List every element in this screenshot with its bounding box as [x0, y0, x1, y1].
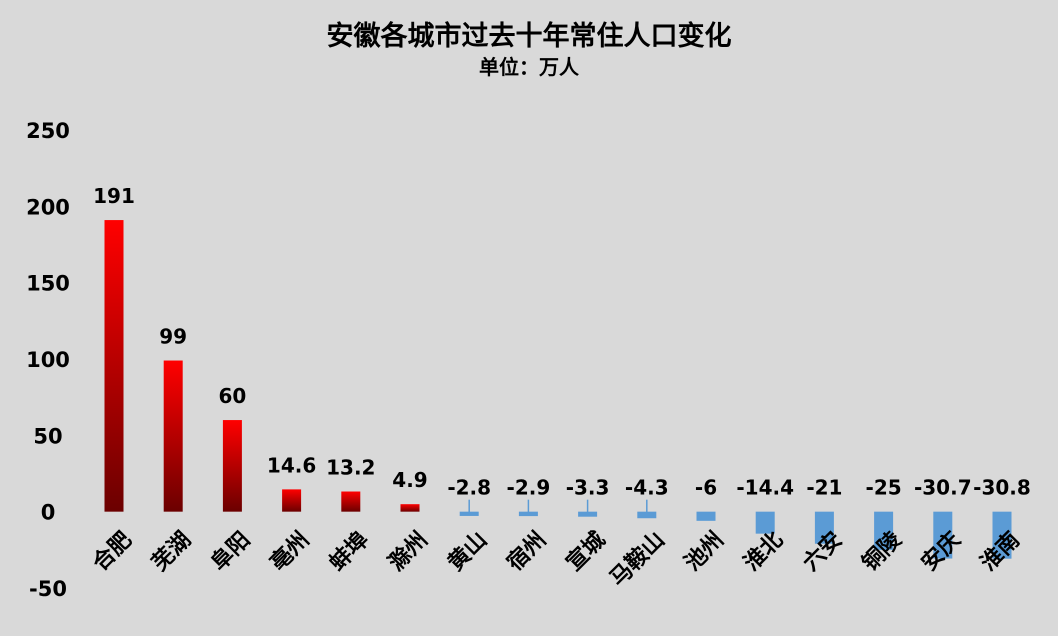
data-label: 60	[218, 384, 246, 408]
bar	[459, 511, 479, 516]
bar	[992, 511, 1012, 559]
bars	[104, 220, 1012, 559]
y-tick-label: 200	[26, 195, 70, 219]
y-tick-label: 0	[41, 501, 56, 525]
data-label: 14.6	[267, 453, 316, 477]
category-label: 池州	[680, 527, 729, 576]
bar	[163, 360, 183, 512]
bar	[222, 420, 242, 512]
bar	[282, 489, 302, 512]
data-label: 4.9	[392, 468, 427, 492]
chart-subtitle: 单位：万人	[479, 55, 580, 79]
data-label: -30.8	[973, 476, 1031, 500]
bar	[637, 511, 657, 519]
y-tick-label: -50	[29, 577, 67, 601]
data-label: -3.3	[566, 476, 610, 500]
category-label: 芜湖	[147, 527, 196, 576]
category-label: 合肥	[87, 527, 137, 577]
bar	[933, 511, 953, 559]
y-tick-label: 150	[26, 272, 70, 296]
category-label: 黄山	[443, 527, 492, 576]
y-tick-label: 50	[33, 424, 62, 448]
bar	[874, 511, 894, 550]
category-label: 宣城	[561, 527, 611, 577]
data-label: 99	[159, 325, 187, 349]
bar	[104, 220, 124, 512]
bar	[400, 504, 420, 512]
y-axis-ticks: 250 200 150 100 50 0 -50	[26, 119, 70, 601]
category-label: 马鞍山	[605, 527, 670, 592]
bar	[578, 511, 598, 517]
data-label: 13.2	[326, 456, 375, 480]
y-tick-label: 100	[26, 348, 70, 372]
category-label: 阜阳	[206, 527, 256, 577]
bar	[696, 511, 716, 521]
category-label: 宿州	[502, 527, 552, 577]
category-label: 铜陵	[857, 526, 907, 576]
data-label: -4.3	[625, 476, 669, 500]
data-labels: 191 99 60 14.6 13.2 4.9 -2.8 -2.9 -3.3 -4.3 -6 -14.…	[93, 184, 1031, 513]
category-label: 淮南	[976, 527, 1025, 576]
data-label: -2.9	[507, 476, 551, 500]
category-label: 淮北	[739, 527, 788, 576]
category-label: 蚌埠	[324, 527, 374, 577]
bar	[518, 511, 538, 517]
category-label: 亳州	[265, 527, 315, 577]
data-label: -21	[806, 476, 842, 500]
y-tick-label: 250	[26, 119, 70, 143]
data-label: -25	[866, 476, 902, 500]
data-label: -14.4	[736, 476, 794, 500]
category-label: 安庆	[916, 527, 966, 577]
data-label: -30.7	[914, 476, 972, 500]
chart-title: 安徽各城市过去十年常住人口变化	[327, 20, 732, 52]
category-label: 六安	[798, 527, 848, 577]
data-label: 191	[93, 184, 135, 208]
bar	[755, 511, 775, 534]
data-label: -6	[695, 476, 717, 500]
bar	[341, 491, 361, 512]
bar	[814, 511, 834, 544]
data-label: -2.8	[447, 476, 491, 500]
category-label: 滁州	[383, 527, 433, 577]
